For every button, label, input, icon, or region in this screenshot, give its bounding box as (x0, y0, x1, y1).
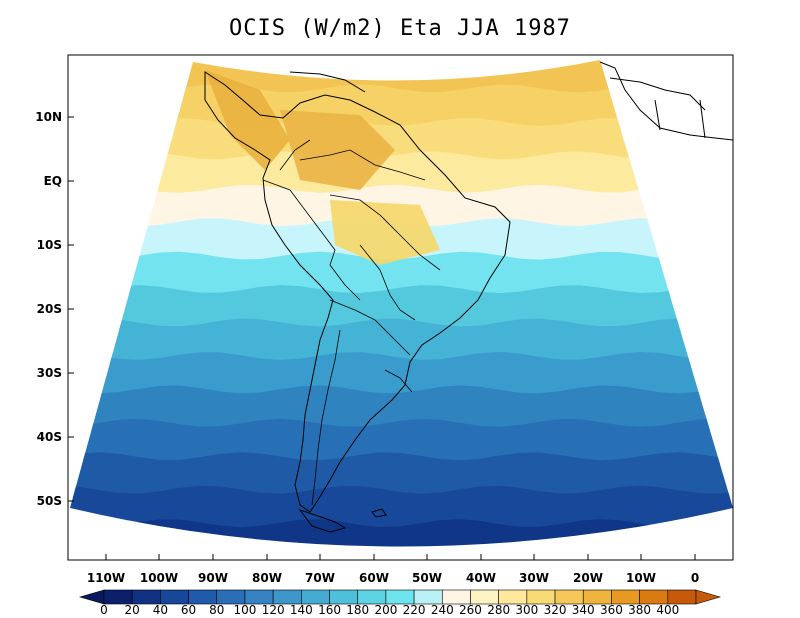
colorbar-tick-label: 180 (346, 603, 369, 617)
colorbar-tick-label: 80 (209, 603, 224, 617)
colorbar (78, 589, 722, 605)
coastlines (204, 61, 734, 533)
africa-outline (599, 61, 734, 141)
colorbar-swatch (582, 589, 612, 605)
field-patch (280, 110, 395, 190)
lon-label: 60W (359, 571, 389, 585)
falkland-islands (371, 508, 387, 518)
colorbar-tick-label: 240 (431, 603, 454, 617)
latitude-axis: 10N EQ 10S 20S 30S 40S 50S (35, 110, 74, 508)
colorbar-swatch (329, 589, 359, 605)
colorbar-swatch (131, 589, 161, 605)
lon-label: 90W (198, 571, 228, 585)
caribbean-islands (289, 71, 366, 93)
field-patch (205, 70, 290, 170)
lon-label: 50W (412, 571, 442, 585)
lon-label: 100W (140, 571, 178, 585)
colorbar-swatch (639, 589, 669, 605)
colorbar-tick-label: 140 (290, 603, 313, 617)
colorbar-swatch (667, 589, 697, 605)
colorbar-swatch (244, 589, 274, 605)
lon-label: 30W (519, 571, 549, 585)
field-patch (330, 200, 440, 265)
colorbar-swatch (385, 589, 415, 605)
colorbar-swatch (272, 589, 302, 605)
colorbar-under-arrow (78, 589, 105, 605)
colorbar-tick-label: 380 (628, 603, 651, 617)
chart-title: OCIS (W/m2) Eta JJA 1987 (229, 16, 571, 41)
colorbar-swatch (611, 589, 640, 605)
colorbar-tick-label: 400 (656, 603, 679, 617)
map-frame (67, 54, 734, 561)
lon-label: 40W (466, 571, 496, 585)
colorbar-tick-label: 260 (459, 603, 482, 617)
colorbar-swatch (441, 589, 471, 605)
lat-label: 40S (37, 430, 62, 444)
field-band (70, 485, 733, 532)
lon-label: 0 (691, 571, 699, 585)
longitude-axis: 110W 100W 90W 80W 70W 60W 50W 40W 30W 20… (87, 554, 699, 585)
country-borders (262, 139, 441, 506)
colorbar-tick-label: 280 (487, 603, 510, 617)
field-band (70, 352, 733, 398)
south-america-outline (204, 71, 511, 513)
africa-borders (609, 77, 706, 139)
colorbar-over-arrow (695, 589, 722, 605)
colorbar-tick-label: 200 (374, 603, 397, 617)
colorbar-tick-label: 100 (233, 603, 256, 617)
lon-label: 110W (87, 571, 125, 585)
colorbar-tick-label: 60 (181, 603, 196, 617)
lat-label: 10S (37, 238, 62, 252)
colorbar-swatch (526, 589, 556, 605)
colorbar-tick-label: 360 (600, 603, 623, 617)
field-band (70, 151, 733, 197)
ocis-field (70, 60, 733, 547)
field-band (70, 318, 733, 364)
lon-label: 80W (252, 571, 282, 585)
field-band (70, 285, 733, 331)
tierra-del-fuego (298, 509, 347, 533)
lon-label: 70W (305, 571, 335, 585)
colorbar-swatch (413, 589, 443, 605)
colorbar-swatch (554, 589, 584, 605)
field-band (70, 519, 733, 547)
lat-label: EQ (44, 174, 62, 188)
colorbar-tick-label: 320 (544, 603, 567, 617)
colorbar-swatch (498, 589, 528, 605)
colorbar-swatch (216, 589, 246, 605)
colorbar-tick-label: 340 (572, 603, 595, 617)
lat-label: 30S (37, 366, 62, 380)
lat-label: 20S (37, 302, 62, 316)
colorbar-tick-label: 160 (318, 603, 341, 617)
lon-label: 10W (626, 571, 656, 585)
field-band (70, 452, 733, 498)
lon-label: 20W (573, 571, 603, 585)
lat-label: 50S (37, 494, 62, 508)
colorbar-tick-label: 0 (100, 603, 108, 617)
colorbar-swatch (301, 589, 330, 605)
colorbar-tick-label: 120 (262, 603, 285, 617)
colorbar-labels: 0 20 40 60 80 100 120 140 160 180 200 220 240 260 280 3… (100, 603, 679, 617)
colorbar-swatch (470, 589, 499, 605)
colorbar-tick-label: 220 (403, 603, 426, 617)
colorbar-tick-label: 20 (125, 603, 140, 617)
field-band (70, 418, 733, 465)
lat-label: 10N (35, 110, 62, 124)
colorbar-tick-label: 40 (153, 603, 168, 617)
colorbar-swatch (160, 589, 189, 605)
colorbar-swatch (188, 589, 218, 605)
colorbar-swatch (103, 589, 133, 605)
colorbar-tick-label: 300 (515, 603, 538, 617)
colorbar-swatch (357, 589, 387, 605)
